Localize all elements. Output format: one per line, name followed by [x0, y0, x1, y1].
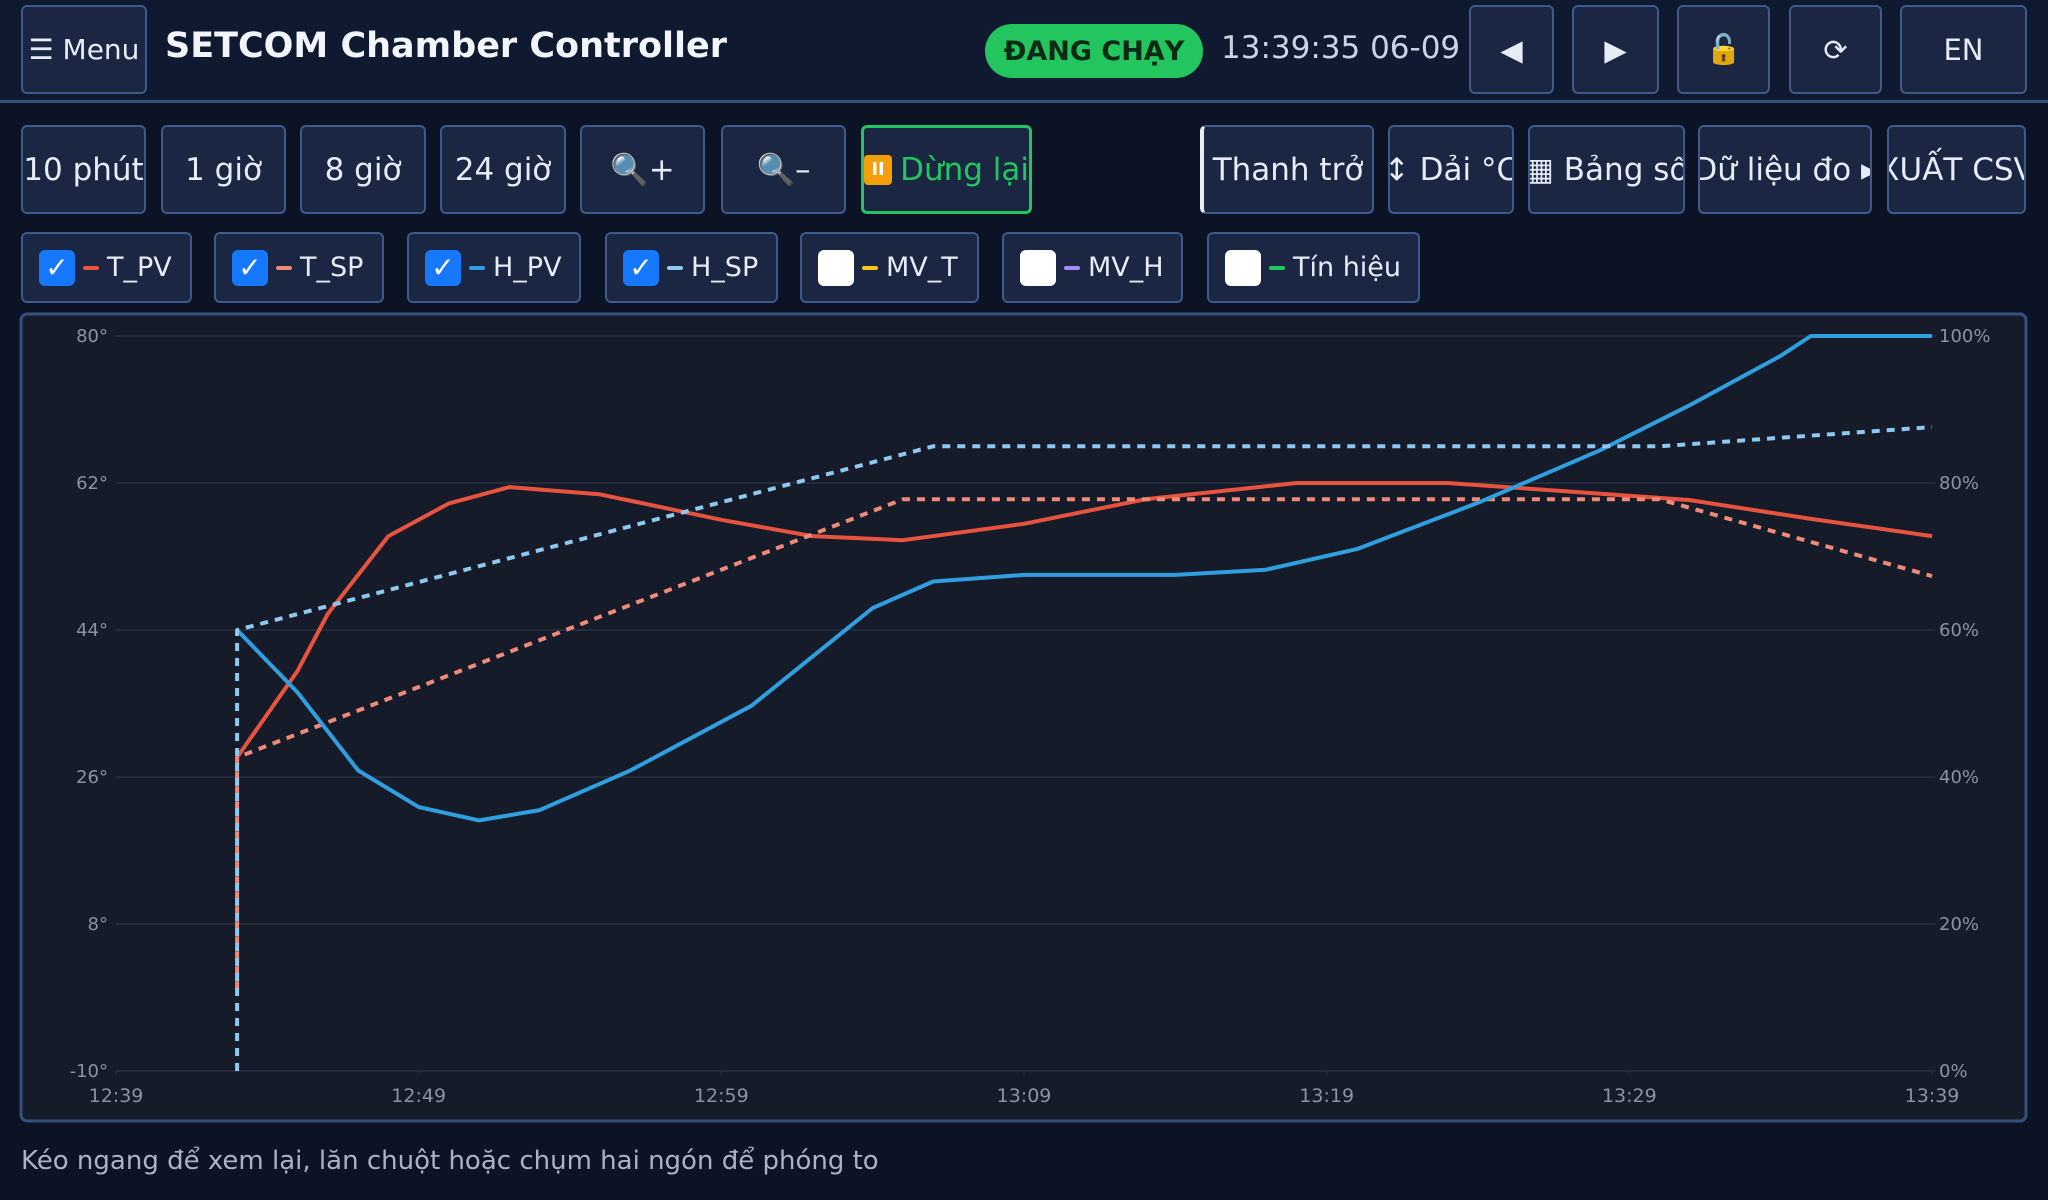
header-button[interactable]: ▶	[1572, 5, 1659, 94]
range-button[interactable]: 24 giờ	[440, 125, 566, 214]
legend-swatch	[469, 265, 485, 270]
series-line	[235, 334, 1932, 823]
legend-toggle[interactable]: MV_H	[1002, 232, 1183, 303]
header-button[interactable]: 🔓	[1677, 5, 1770, 94]
legend-label: H_PV	[493, 252, 562, 283]
legend-swatch	[276, 265, 292, 270]
legend-label: MV_H	[1088, 252, 1164, 283]
legend-label: H_SP	[691, 252, 759, 283]
status-pill: ĐANG CHẠY	[985, 24, 1203, 78]
zoom-button[interactable]: 🔍+	[580, 125, 705, 214]
pause-button[interactable]: II Dừng lại	[861, 125, 1032, 214]
y-tick-label: -10°	[70, 1061, 108, 1082]
x-tick-label: 13:09	[997, 1085, 1052, 1107]
checkbox[interactable]: ✓	[623, 249, 659, 286]
y2-tick-label: 100%	[1939, 326, 1990, 347]
y2-tick-label: 40%	[1939, 767, 1979, 788]
legend-toggle[interactable]: Tín hiệu	[1207, 232, 1420, 303]
y2-tick-label: 60%	[1939, 620, 1979, 641]
y2-tick-label: 20%	[1939, 914, 1979, 935]
range-button[interactable]: 8 giờ	[300, 125, 426, 214]
legend-label: T_SP	[300, 252, 364, 283]
menu-button[interactable]: ☰ Menu	[21, 5, 147, 94]
legend-toggle[interactable]: ✓ H_SP	[605, 232, 778, 303]
y-tick-label: 44°	[76, 620, 108, 641]
legend-swatch	[667, 265, 683, 270]
legend-swatch	[862, 265, 878, 270]
x-tick-label: 12:39	[89, 1085, 144, 1107]
x-tick-label: 12:59	[694, 1085, 749, 1107]
legend-swatch	[83, 265, 99, 270]
header-button[interactable]: EN	[1900, 5, 2027, 94]
y-tick-label: 8°	[88, 914, 108, 935]
series-line	[235, 481, 1933, 759]
range-button[interactable]: 1 giờ	[161, 125, 286, 214]
pause-label: Dừng lại	[900, 151, 1029, 188]
legend-label: Tín hiệu	[1293, 252, 1402, 283]
legend-label: T_PV	[107, 252, 172, 283]
series-line	[235, 497, 1933, 990]
x-tick-label: 13:19	[1299, 1085, 1354, 1107]
series-line	[235, 425, 1933, 1071]
clock: 13:39:35 06-09	[1221, 30, 1461, 66]
action-button[interactable]: XUẤT CSV	[1887, 125, 2026, 214]
header-button[interactable]: ⟳	[1789, 5, 1882, 94]
action-button[interactable]: ▦ Bảng số	[1528, 125, 1685, 214]
legend-toggle[interactable]: ✓ H_PV	[407, 232, 581, 303]
y-tick-label: 26°	[76, 767, 108, 788]
action-button[interactable]: Dữ liệu đo ▸	[1698, 125, 1872, 214]
legend-swatch	[1064, 265, 1080, 270]
checkbox[interactable]: ✓	[39, 249, 75, 286]
range-button[interactable]: 10 phút	[21, 125, 146, 214]
y-tick-label: 80°	[76, 326, 108, 347]
legend-toggle[interactable]: ✓ T_SP	[214, 232, 384, 303]
checkbox[interactable]: ✓	[425, 249, 461, 286]
checkbox[interactable]	[1225, 249, 1261, 286]
action-button[interactable]: ↕ Dải °C	[1388, 125, 1514, 214]
app-title: SETCOM Chamber Controller	[165, 26, 728, 66]
legend-toggle[interactable]: MV_T	[800, 232, 979, 303]
hint: Kéo ngang để xem lại, lăn chuột hoặc chụ…	[21, 1146, 879, 1176]
x-tick-label: 13:39	[1905, 1085, 1960, 1107]
pause-icon: II	[864, 154, 893, 185]
legend-label: MV_T	[886, 252, 958, 283]
y-tick-label: 62°	[76, 473, 108, 494]
y2-tick-label: 80%	[1939, 473, 1979, 494]
checkbox[interactable]: ✓	[232, 249, 268, 286]
zoom-button[interactable]: 🔍–	[721, 125, 846, 214]
action-button[interactable]: Thanh trở	[1200, 125, 1374, 214]
legend-toggle[interactable]: ✓ T_PV	[21, 232, 192, 303]
x-tick-label: 13:29	[1602, 1085, 1657, 1107]
chart-frame	[19, 312, 2028, 1123]
checkbox[interactable]	[1020, 249, 1056, 286]
checkbox[interactable]	[818, 249, 854, 286]
header-button[interactable]: ◀	[1469, 5, 1554, 94]
x-tick-label: 12:49	[391, 1085, 446, 1107]
legend-swatch	[1269, 265, 1285, 270]
y2-tick-label: 0%	[1939, 1061, 1968, 1082]
